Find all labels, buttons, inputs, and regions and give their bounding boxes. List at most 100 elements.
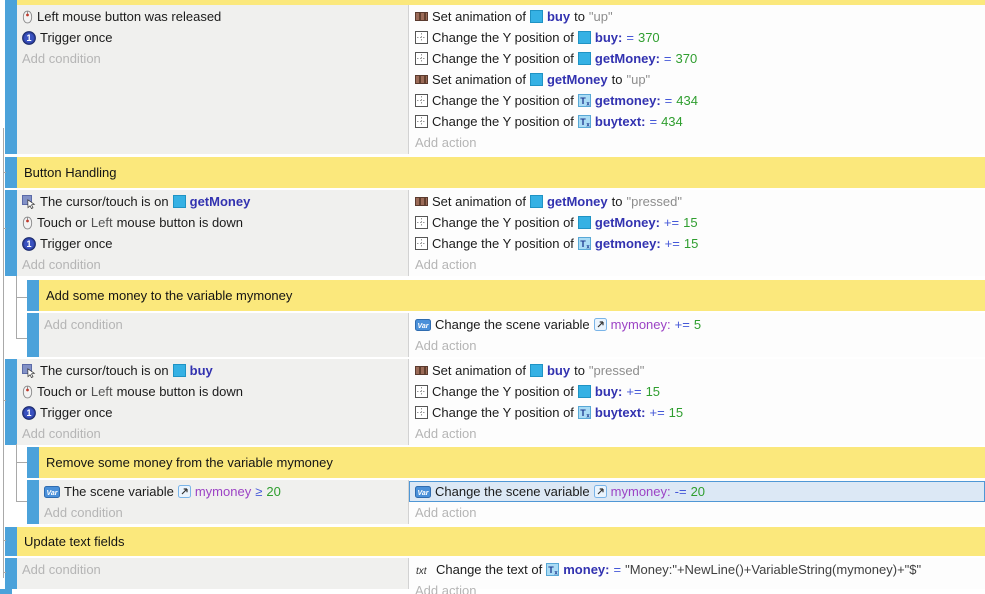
action-row[interactable]: Change the Y position of buy: = 370 (409, 27, 985, 48)
actions-column: Var Change the scene variable mymoney: -… (408, 480, 985, 524)
comment-body[interactable]: Remove some money from the variable mymo… (39, 447, 985, 478)
action-row[interactable]: Set animation of buy to "pressed" (409, 360, 985, 381)
action-text: to (611, 194, 623, 209)
event-selection-bar[interactable] (5, 527, 17, 556)
y-position-icon (415, 115, 428, 128)
condition-row[interactable]: The cursor/touch is on buy (17, 360, 408, 381)
value: 15 (668, 405, 684, 420)
operator: += (663, 215, 680, 230)
condition-text: Trigger once (40, 30, 113, 45)
action-row-selected[interactable]: Var Change the scene variable mymoney: -… (409, 481, 985, 502)
string-value: "pressed" (626, 194, 682, 209)
svg-text:x: x (555, 571, 559, 577)
condition-row[interactable]: Left mouse button was released (17, 6, 408, 27)
actions-column: Var Change the scene variable mymoney: +… (408, 313, 985, 357)
value: 370 (675, 51, 698, 66)
action-row[interactable]: Change the Y position of getMoney: = 370 (409, 48, 985, 69)
variable-icon: Var (415, 318, 431, 331)
value: 15 (683, 215, 698, 230)
action-row[interactable]: Set animation of buy to "up" (409, 6, 985, 27)
add-action-link[interactable]: Add action (415, 257, 477, 272)
add-condition-link[interactable]: Add condition (44, 317, 123, 332)
add-condition-link[interactable]: Add condition (22, 562, 101, 577)
event-selection-bar[interactable] (27, 447, 39, 478)
comment-row[interactable]: Update text fields (5, 527, 985, 556)
variable-icon: Var (415, 485, 431, 498)
comment-row[interactable]: Button Handling (5, 157, 985, 188)
action-text: Change the scene variable (435, 317, 590, 332)
operator: += (649, 405, 665, 420)
event-selection-bar[interactable] (5, 190, 17, 276)
condition-row[interactable]: 1 Trigger once (17, 402, 408, 423)
value: 370 (637, 30, 660, 45)
value: 5 (693, 317, 702, 332)
add-action-link[interactable]: Add action (415, 583, 477, 594)
add-action-link[interactable]: Add action (415, 505, 477, 520)
variable-name: mymoney: (610, 484, 671, 499)
action-text: Set animation of (432, 363, 526, 378)
svg-text:T: T (580, 117, 586, 127)
event-selection-bar[interactable] (5, 157, 17, 188)
comment-row-clipped[interactable] (5, 0, 985, 5)
event-selection-bar[interactable] (0, 589, 12, 594)
condition-row[interactable]: Touch or Left mouse button is down (17, 381, 408, 402)
object-icon (529, 195, 543, 208)
event-selection-bar[interactable] (5, 0, 17, 5)
condition-text: Trigger once (40, 405, 113, 420)
action-row[interactable]: Change the Y position of getMoney: += 15 (409, 212, 985, 233)
action-row[interactable]: Change the Y position of buy: += 15 (409, 381, 985, 402)
action-row[interactable]: Set animation of getMoney to "up" (409, 69, 985, 90)
condition-row[interactable]: The cursor/touch is on getMoney (17, 191, 408, 212)
comment-body[interactable]: Add some money to the variable mymoney (39, 280, 985, 311)
condition-row[interactable]: 1 Trigger once (17, 233, 408, 254)
event-selection-bar[interactable] (5, 359, 17, 445)
event-selection-bar[interactable] (27, 280, 39, 311)
add-condition-link[interactable]: Add condition (22, 51, 101, 66)
add-condition-link[interactable]: Add condition (22, 426, 101, 441)
action-text: Change the scene variable (435, 484, 590, 499)
condition-text: Touch or (37, 384, 87, 399)
y-position-icon (415, 237, 428, 250)
action-row[interactable]: Set animation of getMoney to "pressed" (409, 191, 985, 212)
svg-text:x: x (586, 414, 590, 420)
comment-body[interactable] (17, 0, 985, 5)
object-name: getMoney (546, 194, 608, 209)
event-selection-bar[interactable] (5, 558, 17, 589)
event-selection-bar[interactable] (27, 480, 39, 524)
tree-connector (3, 572, 6, 573)
action-text: Set animation of (432, 72, 526, 87)
condition-row[interactable]: 1 Trigger once (17, 27, 408, 48)
action-row[interactable]: Var Change the scene variable mymoney: +… (409, 314, 985, 335)
event-selection-bar[interactable] (5, 5, 17, 154)
comment-body[interactable]: Button Handling (17, 157, 985, 188)
trigger-once-icon: 1 (22, 236, 36, 251)
event-selection-bar[interactable] (27, 313, 39, 357)
add-condition-link[interactable]: Add condition (44, 505, 123, 520)
condition-text: Trigger once (40, 236, 113, 251)
object-name: getMoney (546, 72, 608, 87)
value: 15 (683, 236, 699, 251)
add-action-link[interactable]: Add action (415, 426, 477, 441)
comment-body[interactable]: Update text fields (17, 527, 985, 556)
add-action-link[interactable]: Add action (415, 338, 477, 353)
cursor-touch-icon (22, 363, 36, 378)
text-icon: txt (415, 564, 432, 576)
variable-name: mymoney (194, 484, 252, 499)
comment-row[interactable]: Remove some money from the variable mymo… (27, 447, 985, 478)
comment-row[interactable]: Add some money to the variable mymoney (27, 280, 985, 311)
operator: += (664, 236, 680, 251)
value: 20 (266, 484, 281, 499)
condition-row[interactable]: Var The scene variable mymoney ≥ 20 (39, 481, 408, 502)
action-text: Change the Y position of (432, 93, 574, 108)
condition-row[interactable]: Touch or Left mouse button is down (17, 212, 408, 233)
object-icon (577, 52, 591, 65)
add-condition-link[interactable]: Add condition (22, 257, 101, 272)
event-buy-pressed: The cursor/touch is on buy Touch or Left… (5, 359, 985, 445)
add-action-link[interactable]: Add action (415, 135, 477, 150)
